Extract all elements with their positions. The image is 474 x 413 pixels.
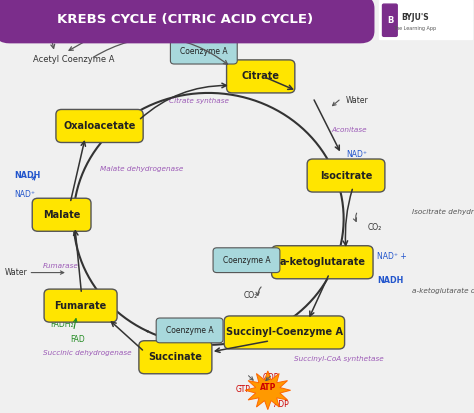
FancyBboxPatch shape xyxy=(213,248,280,273)
Text: NADH: NADH xyxy=(377,276,403,285)
Text: Coenzyme A: Coenzyme A xyxy=(166,326,213,335)
FancyBboxPatch shape xyxy=(170,39,237,64)
FancyBboxPatch shape xyxy=(379,0,472,39)
Text: NAD⁺: NAD⁺ xyxy=(14,190,35,199)
Text: Citrate synthase: Citrate synthase xyxy=(169,98,229,104)
Text: Water: Water xyxy=(346,96,369,105)
Text: a-ketoglutarate dehydrogenase: a-ketoglutarate dehydrogenase xyxy=(412,288,474,294)
Text: KREBS CYCLE (CITRIC ACID CYCLE): KREBS CYCLE (CITRIC ACID CYCLE) xyxy=(57,13,313,26)
Text: Isocitrate: Isocitrate xyxy=(320,171,372,180)
Text: Fumarase: Fumarase xyxy=(43,263,79,269)
Text: a-ketoglutarate: a-ketoglutarate xyxy=(279,257,365,267)
Text: NADH: NADH xyxy=(14,171,41,180)
Text: Glucose: Glucose xyxy=(43,22,76,31)
Text: Fumarate: Fumarate xyxy=(55,301,107,311)
Text: GTP: GTP xyxy=(236,385,250,394)
Text: GDP: GDP xyxy=(263,373,280,382)
Text: ATP: ATP xyxy=(260,383,276,392)
FancyBboxPatch shape xyxy=(139,341,212,374)
Text: The Learning App: The Learning App xyxy=(393,26,436,31)
Text: Succinic dehydrogenase: Succinic dehydrogenase xyxy=(43,350,131,356)
Text: Malate: Malate xyxy=(43,210,80,220)
FancyBboxPatch shape xyxy=(56,109,143,142)
Text: Malate dehydrogenase: Malate dehydrogenase xyxy=(100,166,183,172)
Text: Succinyl-Coenzyme A: Succinyl-Coenzyme A xyxy=(226,328,343,337)
FancyBboxPatch shape xyxy=(227,60,295,93)
FancyBboxPatch shape xyxy=(307,159,385,192)
FancyBboxPatch shape xyxy=(156,318,223,343)
FancyBboxPatch shape xyxy=(44,289,117,322)
Text: CO₂: CO₂ xyxy=(244,291,258,300)
Text: Acetyl Coenzyme A: Acetyl Coenzyme A xyxy=(33,55,115,64)
Polygon shape xyxy=(245,371,291,410)
FancyBboxPatch shape xyxy=(224,316,345,349)
Text: B: B xyxy=(387,16,393,25)
Text: CO₂: CO₂ xyxy=(367,223,382,233)
Text: Oxaloacetate: Oxaloacetate xyxy=(64,121,136,131)
Text: Succinate: Succinate xyxy=(148,352,202,362)
Text: Water: Water xyxy=(5,268,27,277)
Text: Fatty acids: Fatty acids xyxy=(90,22,135,31)
Text: Coenzyme A: Coenzyme A xyxy=(180,47,228,56)
Text: NAD⁺: NAD⁺ xyxy=(346,150,367,159)
Text: FAD: FAD xyxy=(70,335,85,344)
Text: Succinyl-CoA synthetase: Succinyl-CoA synthetase xyxy=(294,356,383,362)
Text: Coenzyme A: Coenzyme A xyxy=(223,256,270,265)
FancyBboxPatch shape xyxy=(0,0,374,43)
Text: BYJU'S: BYJU'S xyxy=(401,13,428,22)
FancyBboxPatch shape xyxy=(383,4,397,36)
Text: ADP: ADP xyxy=(273,400,289,409)
FancyBboxPatch shape xyxy=(32,198,91,231)
Text: NADH: NADH xyxy=(353,184,380,193)
Text: NAD⁺ +: NAD⁺ + xyxy=(377,252,407,261)
Text: Isocitrate dehydrogenase: Isocitrate dehydrogenase xyxy=(412,209,474,214)
Text: FADH₂: FADH₂ xyxy=(50,320,73,329)
Text: Citrate: Citrate xyxy=(242,71,280,81)
FancyBboxPatch shape xyxy=(272,246,373,279)
Text: Aconitase: Aconitase xyxy=(332,127,367,133)
